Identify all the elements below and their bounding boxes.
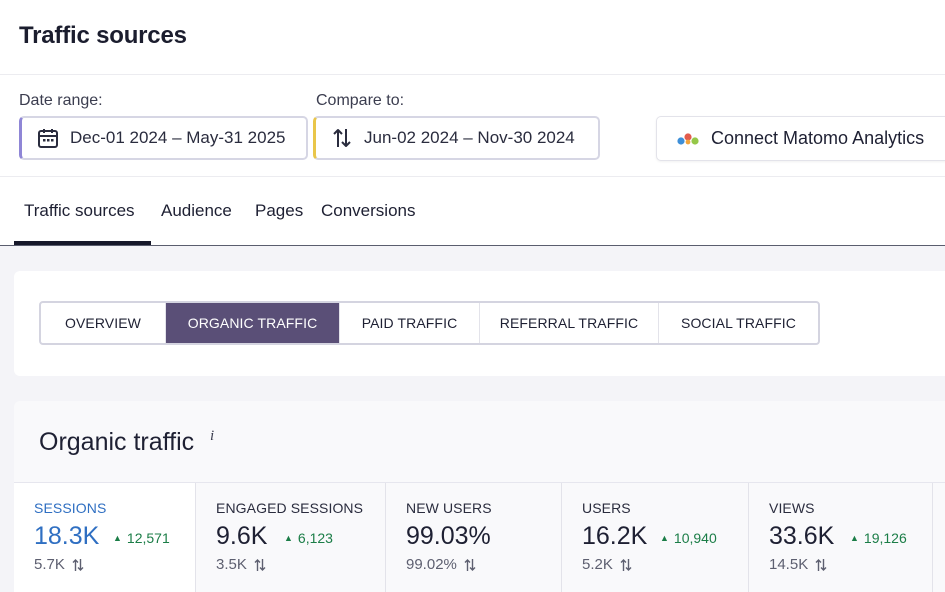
metric-users[interactable]: USERS 16.2K ▲ 10,940 5.2K xyxy=(562,483,749,592)
metric-value: 99.03% xyxy=(406,522,491,550)
metric-previous-value: 3.5K xyxy=(216,556,247,573)
metric-previous: 14.5K xyxy=(769,556,827,573)
segment-overview[interactable]: OVERVIEW xyxy=(41,303,166,343)
tab-traffic-sources[interactable]: Traffic sources xyxy=(24,201,135,220)
card-title: Organic traffic xyxy=(39,428,195,456)
metric-previous-value: 5.7K xyxy=(34,556,65,573)
compare-label: Compare to: xyxy=(316,92,405,109)
metric-delta-value: 12,571 xyxy=(126,530,170,546)
metric-engaged-sessions[interactable]: ENGAGED SESSIONS 9.6K ▲ 6,123 3.5K xyxy=(196,483,386,592)
metric-label: NEW USERS xyxy=(406,500,492,516)
swap-arrows-icon xyxy=(464,558,476,572)
calendar-icon xyxy=(36,126,60,150)
metric-value: 9.6K xyxy=(216,522,268,550)
metric-delta-value: 6,123 xyxy=(297,530,333,546)
compare-date-value: Jun-02 2024 – Nov-30 2024 xyxy=(364,128,575,147)
date-range-label: Date range: xyxy=(19,92,103,109)
tab-conversions[interactable]: Conversions xyxy=(321,201,416,220)
triangle-up-icon: ▲ xyxy=(850,533,859,543)
swap-arrows-icon xyxy=(330,126,354,150)
date-range-button[interactable]: Dec-01 2024 – May-31 2025 xyxy=(19,116,308,160)
metric-label: SESSIONS xyxy=(34,500,107,516)
metric-new-users[interactable]: NEW USERS 99.03% 99.02% xyxy=(386,483,562,592)
metric-previous-value: 14.5K xyxy=(769,556,809,573)
traffic-segment-control: OVERVIEW ORGANIC TRAFFIC PAID TRAFFIC RE… xyxy=(39,301,820,345)
metric-label: VIEWS xyxy=(769,500,815,516)
filters-bar: Date range: Dec-01 2024 – May-31 2025 Co… xyxy=(0,75,945,177)
metrics-row: SESSIONS 18.3K ▲ 12,571 5.7K ENGAGED SES… xyxy=(14,482,945,592)
metric-delta: ▲ 12,571 xyxy=(113,530,170,546)
metric-previous: 5.7K xyxy=(34,556,84,573)
tab-audience[interactable]: Audience xyxy=(161,201,232,220)
metric-delta: ▲ 10,940 xyxy=(660,530,717,546)
metric-value: 33.6K xyxy=(769,522,835,550)
metric-previous: 5.2K xyxy=(582,556,632,573)
segment-referral-traffic[interactable]: REFERRAL TRAFFIC xyxy=(480,303,659,343)
metric-previous-value: 99.02% xyxy=(406,556,457,573)
page-header: Traffic sources xyxy=(0,0,945,75)
page-title: Traffic sources xyxy=(19,22,187,49)
triangle-up-icon: ▲ xyxy=(113,533,122,543)
tab-pages[interactable]: Pages xyxy=(255,201,304,220)
metric-views[interactable]: VIEWS 33.6K ▲ 19,126 14.5K xyxy=(749,483,933,592)
swap-arrows-icon xyxy=(620,558,632,572)
report-tabs: Traffic sources Audience Pages Conversio… xyxy=(0,177,945,246)
info-icon[interactable]: i xyxy=(210,428,215,444)
metric-label: USERS xyxy=(582,500,631,516)
metric-previous: 3.5K xyxy=(216,556,266,573)
swap-arrows-icon xyxy=(815,558,827,572)
matomo-logo-icon xyxy=(677,132,699,146)
metric-label: ENGAGED SESSIONS xyxy=(216,500,364,516)
triangle-up-icon: ▲ xyxy=(660,533,669,543)
date-range-value: Dec-01 2024 – May-31 2025 xyxy=(70,128,286,147)
metric-value: 18.3K xyxy=(34,522,100,550)
metric-delta: ▲ 19,126 xyxy=(850,530,907,546)
connect-matomo-label: Connect Matomo Analytics xyxy=(711,128,925,148)
segment-paid-traffic[interactable]: PAID TRAFFIC xyxy=(340,303,480,343)
swap-arrows-icon xyxy=(254,558,266,572)
segment-organic-traffic[interactable]: ORGANIC TRAFFIC xyxy=(166,303,340,343)
compare-date-button[interactable]: Jun-02 2024 – Nov-30 2024 xyxy=(313,116,600,160)
metric-previous: 99.02% xyxy=(406,556,476,573)
segment-social-traffic[interactable]: SOCIAL TRAFFIC xyxy=(681,315,796,331)
triangle-up-icon: ▲ xyxy=(284,533,293,543)
active-tab-indicator xyxy=(14,241,151,245)
metric-delta-value: 19,126 xyxy=(863,530,907,546)
metric-previous-value: 5.2K xyxy=(582,556,613,573)
connect-matomo-button[interactable]: Connect Matomo Analytics xyxy=(656,116,945,161)
metric-value: 16.2K xyxy=(582,522,648,550)
swap-arrows-icon xyxy=(72,558,84,572)
metric-delta-value: 10,940 xyxy=(673,530,717,546)
metric-delta: ▲ 6,123 xyxy=(284,530,333,546)
metric-sessions[interactable]: SESSIONS 18.3K ▲ 12,571 5.7K xyxy=(14,483,196,592)
